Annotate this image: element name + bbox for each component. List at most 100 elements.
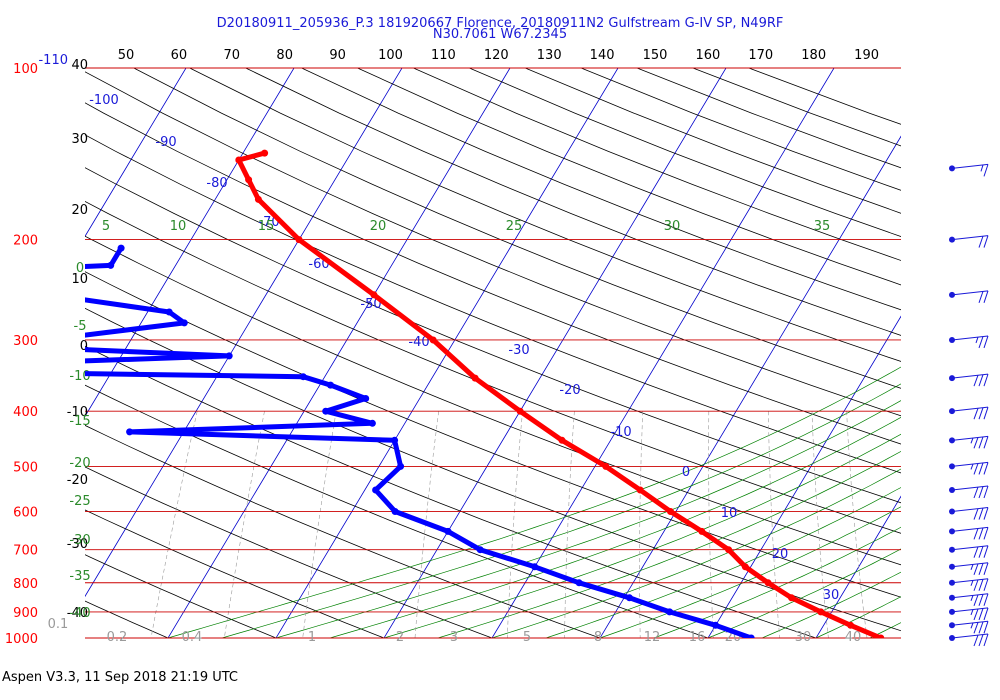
wind-barb-flag — [978, 407, 984, 420]
wind-barb-half-flag — [975, 336, 979, 344]
dewpoint-point — [372, 486, 380, 494]
mixing-ratio-line — [224, 411, 265, 638]
wind-barb-flag — [983, 235, 989, 248]
dewpoint-point — [444, 527, 452, 535]
dry-adiabat-line — [301, 68, 901, 311]
moist-adiabat-left-label: -5 — [74, 319, 87, 334]
moist-adiabat-label: 15 — [258, 219, 275, 234]
moist-adiabat-left-label: -30 — [69, 533, 90, 548]
isotherm-label: -10 — [610, 425, 631, 440]
left-axis-label: -30 — [67, 537, 88, 552]
wind-barb-shaft — [951, 593, 989, 599]
wind-barb-flag — [973, 437, 979, 449]
wind-barb-shaft — [951, 545, 989, 551]
mixing-ratio-label: 3 — [450, 630, 458, 645]
temperature-point — [636, 486, 644, 494]
dewpoint-point — [126, 428, 134, 436]
wind-barb-shaft — [951, 163, 989, 169]
dewpoint-point — [5, 360, 12, 367]
temperature-point — [370, 291, 378, 299]
dry-adiabat-line — [85, 509, 385, 638]
temperature-point — [877, 634, 885, 638]
dewpoint-point — [117, 244, 125, 252]
wind-barb-flag — [973, 634, 979, 647]
pressure-label: 900 — [13, 606, 38, 621]
mixing-ratio-line — [768, 411, 780, 638]
wind-barb-flag — [978, 527, 984, 540]
isotherm-line — [707, 315, 901, 638]
top-axis-label: 150 — [643, 48, 668, 63]
wind-barb-half-flag — [970, 595, 974, 601]
moist-adiabat-left-label: -15 — [69, 414, 90, 429]
dewpoint-point — [476, 546, 484, 554]
moist-adiabat-line — [545, 487, 901, 638]
wind-barb-flag — [983, 407, 989, 420]
wind-barb-flag — [978, 462, 984, 475]
temperature-point — [817, 608, 825, 616]
chart-subtitle: N30.7061 W67.2345 — [432, 27, 568, 42]
moist-adiabat-line — [653, 526, 901, 638]
wind-barb-half-flag — [970, 622, 974, 629]
temperature-point — [471, 374, 479, 382]
wind-barb-flag — [983, 633, 989, 647]
top-axis-label: 50 — [118, 48, 135, 63]
isotherm-line — [167, 68, 511, 638]
dewpoint-point — [531, 563, 539, 571]
dewpoint-point — [575, 579, 583, 587]
pressure-label: 500 — [13, 460, 38, 475]
left-axis-label: 10 — [71, 272, 88, 287]
wind-barb-flag — [978, 608, 984, 621]
wind-barb-flag — [978, 579, 984, 591]
footer-caption: Aspen V3.3, 11 Sep 2018 21:19 UTC — [2, 670, 239, 685]
wind-barb-flag — [973, 546, 979, 558]
dewpoint-point — [165, 308, 173, 316]
pressure-label: 800 — [13, 577, 38, 592]
wind-barb-flag — [978, 336, 984, 349]
dry-adiabat-line — [85, 384, 709, 638]
dry-adiabat-line — [189, 68, 901, 362]
mixing-ratio-label: 8 — [594, 630, 602, 645]
top-axis-label: 190 — [854, 48, 879, 63]
dry-adiabat-line — [85, 71, 901, 417]
pressure-label: 400 — [13, 405, 38, 420]
mixing-ratio-label: 1 — [308, 630, 316, 645]
dewpoint-point — [391, 436, 399, 444]
wind-barb-flag — [973, 622, 979, 634]
isotherm-label: -80 — [206, 176, 227, 191]
wind-barb-shaft — [951, 435, 989, 441]
mixing-ratio-label: 2 — [396, 630, 404, 645]
top-axis-label: 140 — [590, 48, 615, 63]
moist-adiabat-left-label: -35 — [69, 569, 90, 584]
mixing-ratio-label: 5 — [523, 630, 531, 645]
moist-adiabat-line — [383, 433, 901, 638]
left-axis-label: 20 — [71, 203, 88, 218]
wind-barb-shaft — [951, 526, 989, 532]
mixing-ratio-line — [811, 411, 829, 638]
temperature-point — [764, 579, 772, 587]
temperature-point — [788, 594, 795, 602]
left-axis-label: -10 — [67, 405, 88, 420]
wind-barb-shaft — [951, 335, 989, 341]
dry-adiabat-line — [245, 68, 901, 336]
dewpoint-point — [107, 261, 115, 269]
wind-barb-flag — [983, 485, 989, 499]
mixing-ratio-label: 30 — [795, 630, 812, 645]
pressure-label: 200 — [13, 234, 38, 249]
temperature-point — [558, 436, 566, 444]
wind-barb-half-flag — [970, 463, 974, 470]
wind-barb-flag — [983, 436, 989, 449]
top-axis-label: 160 — [695, 48, 720, 63]
dry-adiabat-line — [85, 424, 601, 638]
wind-barb-shaft — [951, 562, 989, 568]
wind-barb-flag — [978, 594, 984, 606]
wind-barb-shaft — [951, 461, 989, 467]
wind-barb-flag — [973, 508, 979, 520]
temperature-point — [295, 236, 303, 244]
chart-title: D20180911_205936_P.3 181920667 Florence,… — [216, 16, 784, 31]
isotherm-label: -30 — [508, 343, 529, 358]
wind-barb-flag — [983, 335, 989, 349]
top-axis-label: 120 — [484, 48, 509, 63]
mixing-ratio-line — [708, 411, 714, 638]
mixing-ratio-line — [302, 411, 337, 638]
dewpoint-point — [46, 291, 53, 298]
